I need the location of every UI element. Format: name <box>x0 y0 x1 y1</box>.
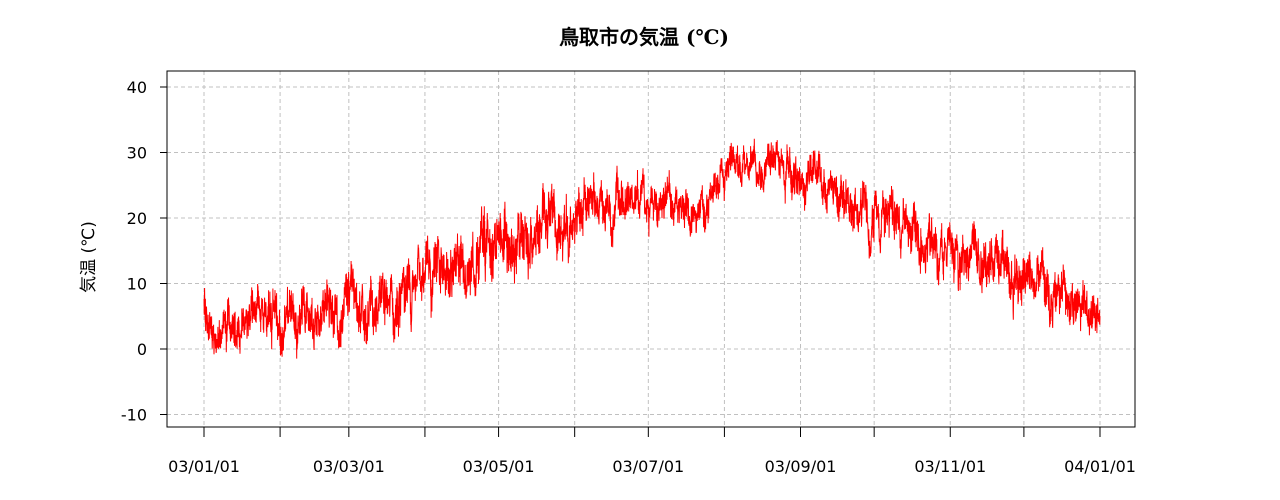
x-tick-label: 04/01/01 <box>1064 457 1136 476</box>
x-tick-label: 03/01/01 <box>168 457 240 476</box>
x-tick-label: 03/11/01 <box>914 457 986 476</box>
x-tick-label: 03/09/01 <box>765 457 837 476</box>
x-tick-label: 03/05/01 <box>463 457 535 476</box>
y-axis: -10 0 10 20 30 40 <box>121 78 167 425</box>
x-axis: 03/01/01 03/03/01 03/05/01 03/07/01 03/09/01… <box>168 427 1136 476</box>
y-tick-label: 30 <box>127 144 147 163</box>
grid <box>167 71 1135 427</box>
chart-title: 鳥取市の気温 (℃) <box>559 25 729 49</box>
y-tick-label: -10 <box>121 406 147 425</box>
plot-area <box>203 138 1101 359</box>
y-tick-label: 0 <box>137 340 147 359</box>
y-axis-label: 気温 (℃) <box>79 221 99 293</box>
y-tick-label: 10 <box>127 275 147 294</box>
x-tick-label: 03/07/01 <box>612 457 684 476</box>
temperature-series-line <box>203 138 1101 359</box>
y-tick-label: 40 <box>127 78 147 97</box>
x-tick-label: 03/03/01 <box>313 457 385 476</box>
y-tick-label: 20 <box>127 209 147 228</box>
plot-frame <box>166 70 1136 428</box>
